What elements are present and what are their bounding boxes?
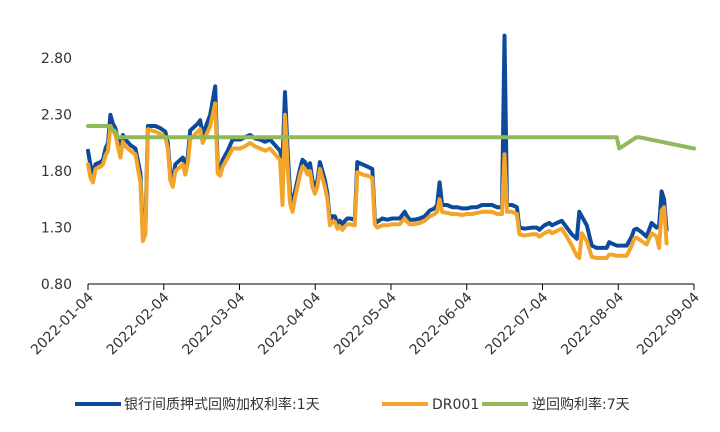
- x-tick-label: 2022-06-04: [407, 289, 476, 358]
- x-tick-label: 2022-02-04: [104, 289, 173, 358]
- legend-label-reverse-repo-7d: 逆回购利率:7天: [532, 396, 630, 413]
- x-tick-label: 2022-08-04: [558, 289, 627, 358]
- x-tick-label: 2022-05-04: [331, 289, 400, 358]
- x-tick-label: 2022-03-04: [179, 289, 248, 358]
- y-tick-label: 1.80: [41, 164, 72, 180]
- series-line-interbank-1d: [86, 33, 669, 250]
- y-tick-label: 2.30: [41, 108, 72, 124]
- series-layer: [86, 33, 696, 260]
- legend: 银行间质押式回购加权利率:1天 DR001 逆回购利率:7天: [75, 396, 630, 413]
- y-tick-label: 2.80: [41, 51, 72, 67]
- y-tick-label: 1.30: [41, 221, 72, 237]
- legend-label-interbank-1d: 银行间质押式回购加权利率:1天: [124, 396, 320, 413]
- y-axis: 0.80 1.30 1.80 2.30 2.80: [41, 51, 72, 293]
- x-axis: 2022-01-04 2022-02-04 2022-03-04 2022-04-04…: [28, 283, 703, 358]
- series-line-dr001: [86, 101, 669, 260]
- legend-item-interbank-1d: 银行间质押式回购加权利率:1天: [75, 396, 320, 413]
- x-tick-label: 2022-01-04: [28, 289, 97, 358]
- x-tick-label: 2022-04-04: [255, 289, 324, 358]
- y-tick-label: 0.80: [41, 277, 72, 293]
- series-line-reverse-repo-7d: [86, 124, 696, 151]
- legend-item-dr001: DR001: [382, 397, 479, 413]
- legend-item-reverse-repo-7d: 逆回购利率:7天: [482, 396, 630, 413]
- x-tick-label: 2022-07-04: [482, 289, 551, 358]
- x-tick-label: 2022-09-04: [634, 289, 703, 358]
- legend-label-dr001: DR001: [432, 397, 479, 413]
